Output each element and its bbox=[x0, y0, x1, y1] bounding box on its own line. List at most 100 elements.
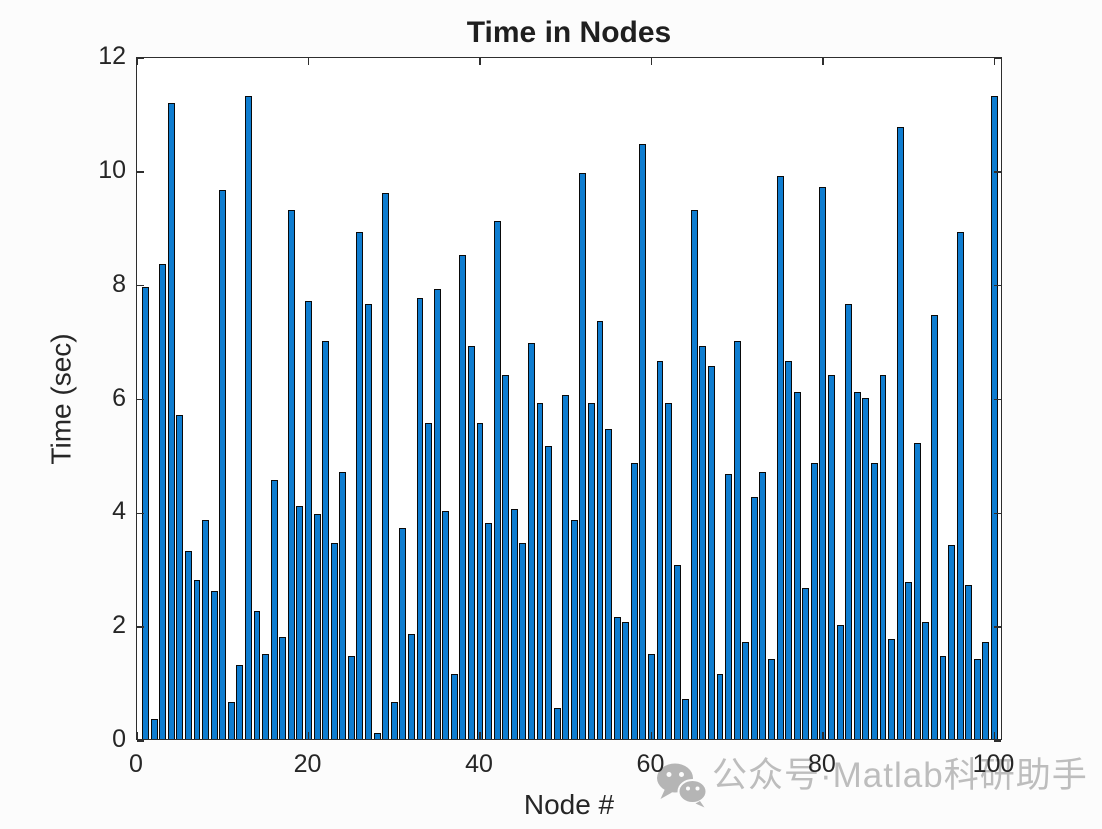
bar-node-5 bbox=[176, 414, 184, 739]
bar-node-61 bbox=[656, 360, 664, 739]
bar-node-92 bbox=[922, 622, 930, 739]
x-tick bbox=[650, 732, 653, 739]
y-tick bbox=[137, 626, 144, 628]
bar-node-25 bbox=[347, 656, 355, 739]
bar-node-88 bbox=[888, 639, 895, 739]
bar-node-2 bbox=[150, 719, 158, 739]
bar-node-55 bbox=[605, 428, 613, 739]
bar-node-52 bbox=[579, 172, 587, 739]
x-tick-label-20: 20 bbox=[293, 750, 322, 778]
bar-node-36 bbox=[442, 511, 450, 739]
x-tick bbox=[307, 732, 310, 739]
y-tick-label-6: 6 bbox=[112, 383, 126, 412]
y-tick-label-4: 4 bbox=[112, 497, 126, 526]
x-tick bbox=[307, 58, 310, 65]
bar-node-7 bbox=[193, 579, 201, 739]
x-tick bbox=[479, 732, 481, 739]
bar-node-41 bbox=[485, 522, 492, 739]
x-tick-label-100: 100 bbox=[972, 750, 1015, 778]
bar-node-68 bbox=[716, 673, 724, 739]
bar-node-20 bbox=[305, 300, 312, 739]
bar-node-73 bbox=[759, 471, 767, 739]
x-tick bbox=[136, 732, 138, 739]
y-tick-label-12: 12 bbox=[98, 42, 126, 70]
bar-node-70 bbox=[733, 340, 741, 739]
y-tick bbox=[994, 57, 1001, 59]
bar-node-12 bbox=[236, 665, 244, 739]
y-tick-label-0: 0 bbox=[112, 725, 126, 753]
bar-node-64 bbox=[682, 699, 690, 739]
bar-node-42 bbox=[493, 221, 501, 739]
bar-node-21 bbox=[313, 514, 321, 739]
bar-node-43 bbox=[502, 374, 510, 739]
y-tick bbox=[137, 512, 144, 515]
y-tick bbox=[994, 626, 1001, 628]
y-tick bbox=[137, 740, 144, 742]
bar-node-72 bbox=[750, 497, 758, 739]
bar-node-8 bbox=[202, 519, 210, 739]
bar-node-40 bbox=[476, 423, 484, 739]
bar-node-77 bbox=[793, 391, 801, 739]
bar-node-19 bbox=[296, 505, 304, 739]
bar-node-17 bbox=[279, 636, 287, 739]
y-tick bbox=[994, 512, 1001, 515]
bar-node-47 bbox=[536, 403, 544, 739]
bar-node-58 bbox=[630, 462, 638, 739]
bar-node-100 bbox=[990, 95, 998, 739]
bar-node-87 bbox=[879, 374, 887, 739]
bar-node-51 bbox=[570, 519, 578, 739]
bar-node-30 bbox=[390, 702, 398, 739]
x-tick bbox=[822, 732, 824, 739]
bar-node-32 bbox=[407, 633, 415, 739]
bar-node-66 bbox=[699, 346, 707, 739]
bar-node-69 bbox=[725, 474, 733, 739]
y-tick bbox=[994, 171, 1001, 173]
bar-node-22 bbox=[322, 340, 330, 739]
y-tick bbox=[137, 398, 144, 401]
bar-node-60 bbox=[648, 653, 655, 739]
bar-node-89 bbox=[896, 127, 904, 739]
x-tick bbox=[136, 58, 138, 65]
bar-node-29 bbox=[382, 192, 390, 739]
bar-node-16 bbox=[270, 480, 278, 739]
y-tick-label-8: 8 bbox=[112, 269, 126, 298]
bar-node-50 bbox=[562, 394, 570, 739]
bar-node-27 bbox=[365, 303, 372, 739]
bar-node-34 bbox=[425, 423, 432, 739]
bar-node-78 bbox=[802, 588, 810, 739]
bar-node-24 bbox=[339, 471, 347, 739]
bar-node-53 bbox=[587, 403, 595, 739]
x-tick bbox=[479, 58, 481, 65]
bar-node-80 bbox=[819, 186, 827, 739]
bar-node-67 bbox=[708, 366, 715, 739]
bar-node-93 bbox=[930, 314, 938, 739]
x-axis-label: Node # bbox=[523, 789, 615, 820]
bar-node-23 bbox=[330, 542, 338, 739]
y-tick bbox=[137, 171, 144, 173]
bar-node-39 bbox=[467, 346, 475, 739]
y-tick-label-2: 2 bbox=[112, 611, 126, 640]
x-tick bbox=[993, 58, 996, 65]
bar-node-26 bbox=[356, 232, 364, 739]
bar-node-65 bbox=[690, 209, 698, 739]
plot-area bbox=[136, 57, 1002, 742]
bar-node-84 bbox=[853, 391, 861, 739]
bar-node-63 bbox=[673, 565, 681, 739]
bar-node-91 bbox=[913, 443, 921, 739]
x-tick bbox=[993, 732, 996, 739]
bar-node-81 bbox=[828, 374, 835, 739]
bar-node-83 bbox=[845, 303, 853, 739]
bar-node-9 bbox=[210, 591, 218, 739]
bar-node-33 bbox=[416, 297, 424, 739]
bar-node-4 bbox=[167, 103, 175, 739]
bar-node-79 bbox=[810, 462, 818, 739]
y-tick bbox=[137, 284, 144, 287]
bar-node-49 bbox=[553, 707, 561, 739]
bar-node-75 bbox=[776, 175, 784, 739]
x-tick bbox=[822, 58, 824, 65]
y-tick bbox=[994, 398, 1001, 401]
bar-node-14 bbox=[253, 610, 261, 739]
bar-node-86 bbox=[870, 462, 878, 739]
bar-node-28 bbox=[373, 733, 381, 739]
